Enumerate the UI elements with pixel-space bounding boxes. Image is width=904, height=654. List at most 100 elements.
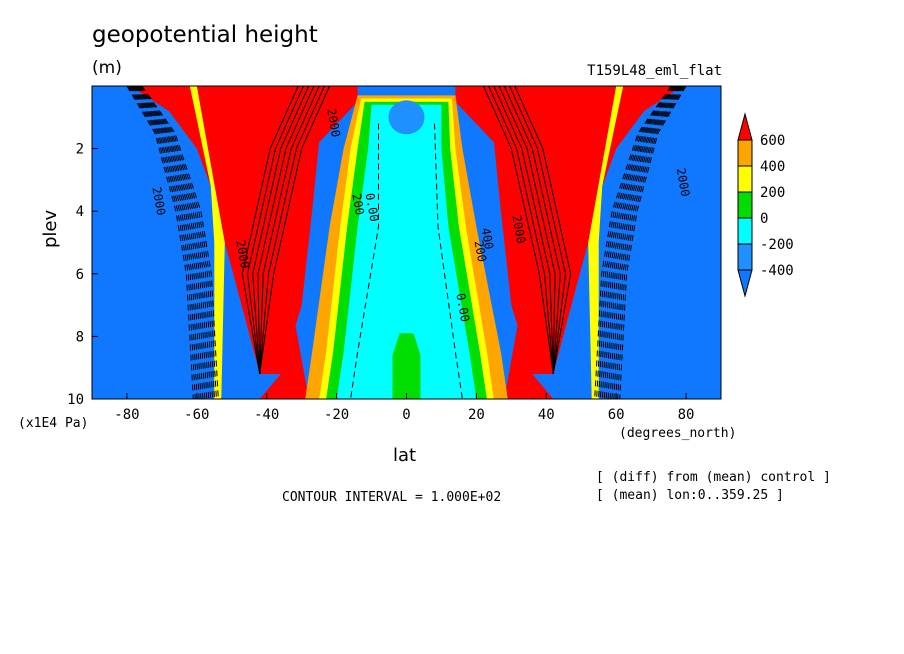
contour-south-trough bbox=[252, 86, 310, 375]
contour-north-polar bbox=[601, 86, 677, 399]
contour-south-trough bbox=[241, 86, 299, 375]
contour-south-polar bbox=[126, 86, 194, 399]
y-tick-label: 8 bbox=[76, 329, 84, 345]
fill-yellow-north-edge bbox=[588, 86, 624, 399]
contour-north-polar bbox=[609, 86, 681, 399]
contour-north-polar bbox=[594, 86, 672, 399]
colorbar-label: 0 bbox=[760, 211, 768, 227]
contour-north-trough bbox=[514, 86, 572, 375]
contour-label: 2000 bbox=[509, 214, 528, 245]
fill-blue-top-cell bbox=[388, 100, 425, 135]
contour-south-polar bbox=[134, 86, 208, 399]
mean-note: [ (mean) lon:0..359.25 ] bbox=[596, 488, 784, 503]
contour-south-polar bbox=[140, 86, 217, 399]
colorbar: 600 400 200 0 -200 -400 bbox=[737, 112, 794, 298]
colorbar-label: 200 bbox=[760, 185, 785, 201]
contour-south-trough bbox=[259, 86, 320, 375]
x-axis-label: lat bbox=[393, 445, 417, 466]
contour-south-trough bbox=[259, 86, 331, 375]
colorbar-segment bbox=[737, 243, 753, 271]
contour-north-polar bbox=[596, 86, 673, 399]
chart-units: (m) bbox=[92, 58, 122, 78]
contour-north-polar bbox=[599, 86, 675, 399]
x-tick-label: -40 bbox=[254, 407, 279, 423]
colorbar-label: -400 bbox=[760, 263, 794, 279]
fill-yellow-south-edge bbox=[189, 86, 225, 399]
contour-north-trough bbox=[488, 86, 554, 375]
contour-label: 2000 bbox=[233, 239, 252, 270]
contour-label: 400 bbox=[479, 227, 497, 251]
contour-south-polar bbox=[128, 86, 198, 399]
y-tick-label: 4 bbox=[76, 204, 84, 220]
x-axis-unit: (degrees_north) bbox=[619, 426, 737, 441]
contour-north-polar bbox=[613, 86, 684, 399]
contour-north-polar bbox=[615, 86, 685, 399]
run-label: T159L48_eml_flat bbox=[587, 63, 722, 79]
contour-south-polar bbox=[133, 86, 206, 399]
contour-north-trough bbox=[509, 86, 567, 375]
contour-south-polar bbox=[127, 86, 196, 399]
colorbar-label: -200 bbox=[760, 237, 794, 253]
contour-label: 0.00 bbox=[363, 192, 382, 223]
colorbar-segment bbox=[737, 217, 753, 245]
y-tick-label: 10 bbox=[67, 392, 84, 408]
colorbar-bottom-arrow bbox=[737, 269, 753, 298]
colorbar-segment bbox=[737, 165, 753, 193]
contour-south-polar bbox=[136, 86, 212, 399]
contour-label: 2000 bbox=[149, 186, 168, 217]
contour-south-trough bbox=[246, 86, 304, 375]
fill-cyan bbox=[336, 104, 477, 399]
y-axis-unit: (x1E4 Pa) bbox=[18, 416, 89, 431]
contour-north-trough bbox=[482, 86, 554, 375]
x-tick-label: -60 bbox=[184, 407, 209, 423]
x-tick-label: 0 bbox=[402, 407, 410, 423]
colorbar-top-arrow bbox=[737, 112, 753, 141]
diff-note: [ (diff) from (mean) control ] bbox=[596, 470, 831, 485]
colorbar-label: 600 bbox=[760, 133, 785, 149]
fill-green-bottom-cell bbox=[392, 333, 421, 399]
y-tick-label: 6 bbox=[76, 267, 84, 283]
contour-south-polar bbox=[139, 86, 215, 399]
colorbar-label: 400 bbox=[760, 159, 785, 175]
contour-north-trough bbox=[503, 86, 561, 375]
chart-title: geopotential height bbox=[92, 22, 318, 48]
contour-label: 2000 bbox=[674, 167, 693, 198]
x-tick-label: 60 bbox=[608, 407, 625, 423]
x-tick-label: 80 bbox=[678, 407, 695, 423]
contour-north-polar bbox=[611, 86, 682, 399]
fill-red-base-north bbox=[504, 320, 554, 399]
contour-south-polar bbox=[135, 86, 210, 399]
contour-south-polar bbox=[129, 86, 200, 399]
contour-south-trough bbox=[259, 86, 325, 375]
contour-north-polar bbox=[598, 86, 674, 399]
contour-tropic-dash-west bbox=[350, 123, 379, 399]
contour-label: 200 bbox=[472, 239, 490, 263]
contour-tropic-dash-east bbox=[434, 123, 463, 399]
x-tick-label: -80 bbox=[114, 407, 139, 423]
contour-north-polar bbox=[607, 86, 680, 399]
contour-south-trough bbox=[257, 86, 315, 375]
contour-north-polar bbox=[603, 86, 678, 399]
contour-north-polar bbox=[619, 86, 687, 399]
contour-label: 2000 bbox=[324, 107, 343, 138]
contour-north-polar bbox=[617, 86, 686, 399]
contour-north-trough bbox=[498, 86, 556, 375]
y-tick-label: 2 bbox=[76, 142, 84, 158]
x-tick-label: -20 bbox=[324, 407, 349, 423]
contour-south-polar bbox=[141, 86, 219, 399]
contour-label: 200 bbox=[349, 192, 367, 216]
contour-south-polar bbox=[131, 86, 202, 399]
fill-red-north bbox=[455, 86, 683, 374]
contour-south-polar bbox=[132, 86, 204, 399]
contour-north-polar bbox=[605, 86, 679, 399]
contour-north-trough bbox=[493, 86, 554, 375]
colorbar-segment bbox=[737, 139, 753, 167]
contour-label: 0.00 bbox=[453, 292, 472, 323]
fill-red-base-south bbox=[259, 320, 309, 399]
x-tick-label: 20 bbox=[468, 407, 485, 423]
x-tick-label: 40 bbox=[538, 407, 555, 423]
contour-interval-note: CONTOUR INTERVAL = 1.000E+02 bbox=[282, 490, 502, 505]
colorbar-segment bbox=[737, 191, 753, 219]
